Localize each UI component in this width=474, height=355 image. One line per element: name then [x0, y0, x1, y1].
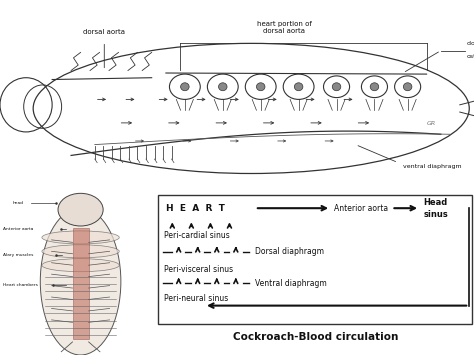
Ellipse shape [256, 83, 265, 91]
Text: Alary muscles: Alary muscles [3, 253, 34, 257]
Text: Head: Head [423, 198, 447, 207]
Text: sinus: sinus [423, 210, 448, 219]
Text: H  E  A  R  T: H E A R T [166, 204, 225, 213]
Ellipse shape [394, 76, 421, 98]
Ellipse shape [361, 76, 388, 98]
Ellipse shape [42, 259, 119, 272]
Text: ventral diaphragm: ventral diaphragm [403, 164, 462, 169]
Text: heart portion of
dorsal aorta: heart portion of dorsal aorta [257, 21, 312, 33]
Text: Anterior aorta: Anterior aorta [3, 227, 34, 231]
Text: Cockroach-Blood circulation: Cockroach-Blood circulation [233, 332, 398, 342]
Ellipse shape [42, 231, 119, 244]
Text: head: head [13, 201, 24, 205]
Text: Dorsal diaphragm: Dorsal diaphragm [255, 247, 324, 256]
Text: dorsal aorta: dorsal aorta [83, 29, 125, 36]
Text: Peri-visceral sinus: Peri-visceral sinus [164, 265, 234, 274]
Ellipse shape [219, 83, 227, 91]
Ellipse shape [332, 83, 341, 91]
Text: dorsal diaphragm: dorsal diaphragm [467, 41, 474, 46]
Ellipse shape [294, 83, 303, 91]
Ellipse shape [403, 83, 412, 91]
Text: Anterior aorta: Anterior aorta [334, 204, 388, 213]
Ellipse shape [42, 245, 119, 258]
Ellipse shape [283, 74, 314, 99]
Ellipse shape [58, 193, 103, 226]
Ellipse shape [246, 74, 276, 99]
Text: Peri-cardial sinus: Peri-cardial sinus [164, 231, 230, 240]
Ellipse shape [40, 208, 121, 355]
Ellipse shape [181, 83, 189, 91]
Ellipse shape [370, 83, 379, 91]
Ellipse shape [208, 74, 238, 99]
Ellipse shape [323, 76, 350, 98]
Ellipse shape [170, 74, 200, 99]
Polygon shape [73, 228, 89, 339]
Text: Ventral diaphragm: Ventral diaphragm [255, 279, 327, 288]
Text: Peri-neural sinus: Peri-neural sinus [164, 294, 228, 302]
Text: GR: GR [427, 121, 436, 126]
Text: ostia: ostia [467, 54, 474, 59]
Text: Heart chambers: Heart chambers [3, 283, 38, 287]
